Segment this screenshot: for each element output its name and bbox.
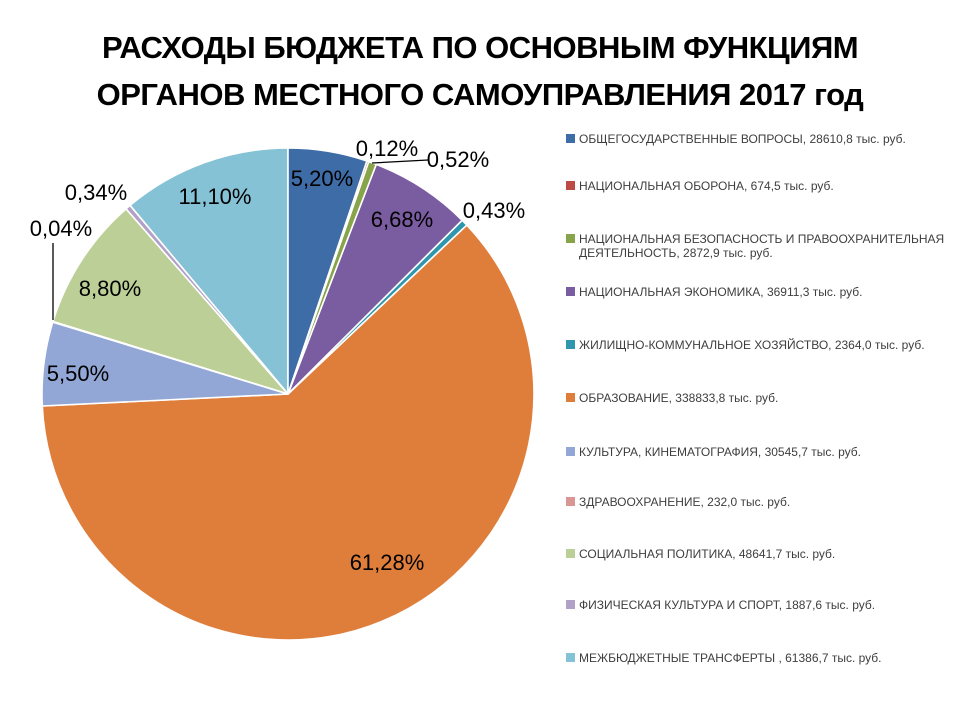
pie-slice-percent-label: 61,28%	[350, 550, 425, 575]
pie-slice-9	[125, 204, 289, 395]
pie-slice-7	[51, 320, 289, 395]
pie-slice-percent-label: 11,10%	[179, 184, 252, 209]
pie-slice-4	[287, 219, 468, 395]
pie-slice-percent-label: 6,68%	[371, 207, 433, 232]
chart-title-line2: ОРГАНОВ МЕСТНОГО САМОУПРАВЛЕНИЯ 2017 год	[96, 77, 864, 112]
chart-title: РАСХОДЫ БЮДЖЕТА ПО ОСНОВНЫМ ФУНКЦИЯМ ОРГ…	[0, 24, 960, 118]
pie-slice-8	[52, 208, 289, 395]
pie-slice-percent-label: 0,34%	[65, 180, 127, 205]
chart-title-line1: РАСХОДЫ БЮДЖЕТА ПО ОСНОВНЫМ ФУНКЦИЯМ	[101, 30, 859, 65]
pie-slice-1	[287, 160, 370, 395]
pie-slice-5	[41, 224, 535, 641]
pie-slice-percent-label: 0,04%	[30, 216, 92, 241]
pie-slice-percent-label: 8,80%	[79, 276, 141, 301]
pie-slice-10	[129, 147, 289, 395]
pie-slice-percent-label: 5,50%	[47, 361, 109, 386]
pie-slice-percent-label: 0,43%	[463, 198, 525, 223]
pie-slice-percent-label: 5,20%	[291, 166, 353, 191]
pie-slice-percent-label: 0,52%	[427, 147, 489, 172]
pie-slice-percent-label: 0,12%	[356, 136, 418, 161]
leader-line	[371, 159, 429, 164]
